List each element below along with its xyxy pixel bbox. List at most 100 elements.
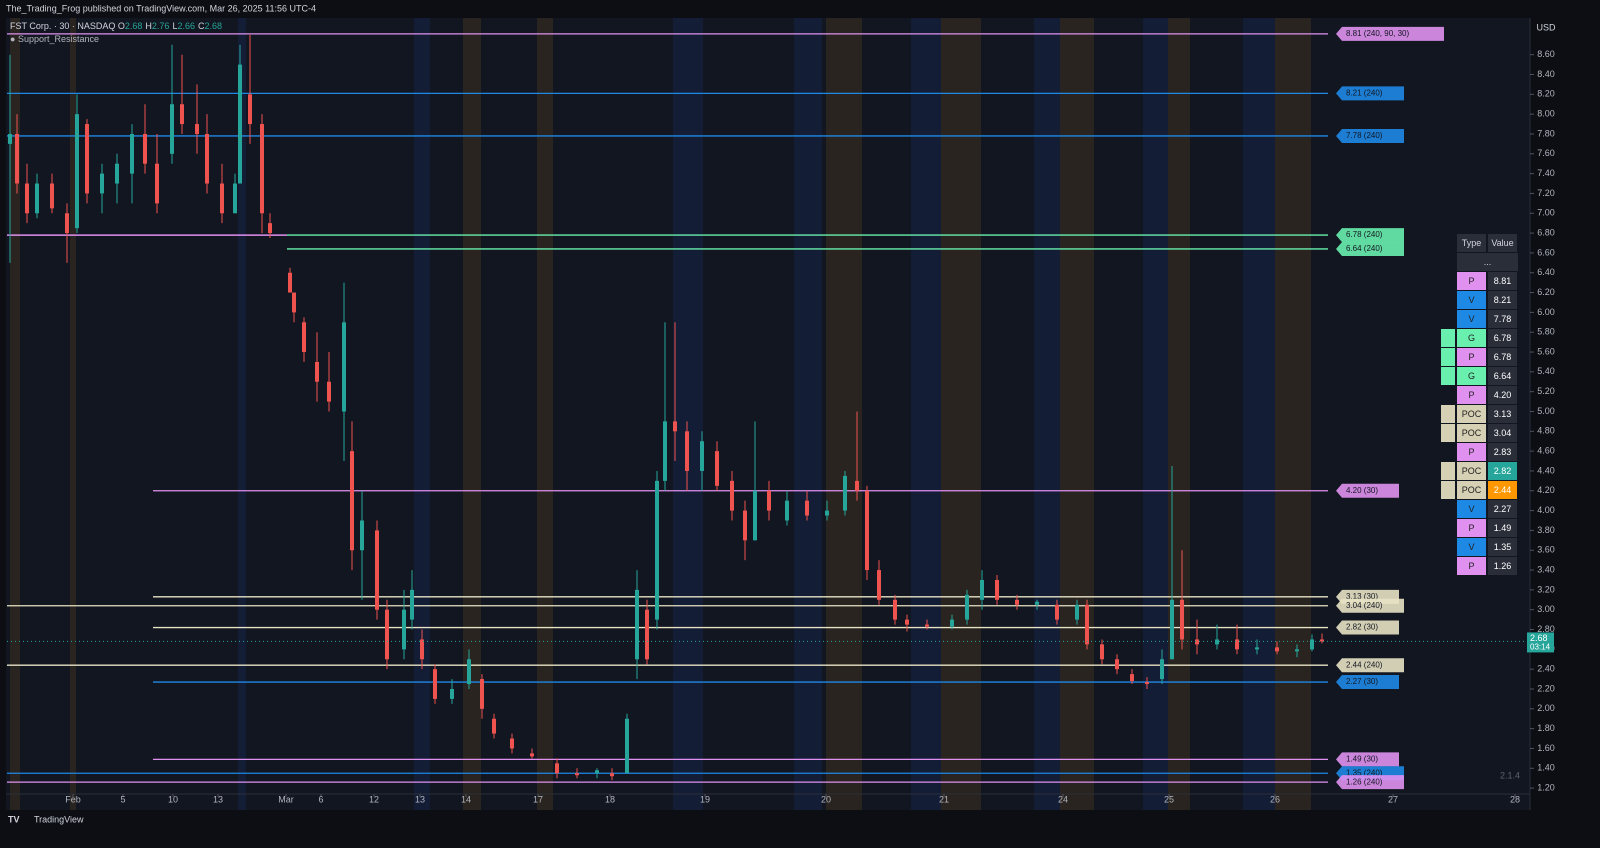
candle-body: [467, 659, 471, 685]
value-cell: 4.20: [1488, 385, 1517, 404]
candle-body: [1015, 599, 1019, 605]
table-row: P 8.81: [1440, 271, 1519, 290]
candle-body: [15, 133, 19, 184]
y-tick-label: 8.00: [1537, 109, 1555, 119]
session-band: [673, 18, 703, 810]
level-label: 4.20 (30): [1346, 486, 1378, 495]
candle-body: [743, 510, 747, 541]
type-cell: V: [1457, 499, 1486, 518]
candle-body: [288, 272, 292, 293]
session-band: [70, 18, 76, 810]
candle-body: [385, 609, 389, 660]
value-cell: 6.78: [1488, 328, 1517, 347]
candle-body: [950, 619, 954, 627]
type-cell: POC: [1457, 404, 1486, 423]
x-tick-label: 19: [700, 794, 710, 804]
header-cell: Value: [1488, 233, 1517, 252]
logo: TV: [8, 814, 20, 824]
candle-body: [635, 589, 639, 660]
x-tick-label: 12: [369, 794, 379, 804]
value-cell: 1.49: [1488, 518, 1517, 537]
candle-body: [877, 570, 881, 600]
candle-body: [410, 589, 414, 620]
candle-body: [155, 163, 159, 204]
level-label: 3.04 (240): [1346, 601, 1383, 610]
last-price: 2.68: [1530, 633, 1548, 643]
y-tick-label: 5.80: [1537, 327, 1555, 337]
table-row: POC 3.04: [1440, 423, 1519, 442]
type-cell: G: [1457, 366, 1486, 385]
published: The_Trading_Frog published on TradingVie…: [6, 3, 316, 13]
marker: [1441, 366, 1455, 385]
y-tick-label: 8.20: [1537, 89, 1555, 99]
type-cell: P: [1457, 271, 1486, 290]
session-band: [10, 18, 20, 810]
y-tick-label: 6.20: [1537, 287, 1555, 297]
y-tick-label: 7.00: [1537, 208, 1555, 218]
y-tick-label: 1.20: [1537, 782, 1555, 792]
x-tick-label: Feb: [65, 794, 81, 804]
x-tick-label: 5: [120, 794, 125, 804]
candle-body: [238, 64, 242, 184]
candle-body: [1085, 604, 1089, 645]
candle-body: [315, 361, 319, 382]
candle-body: [843, 475, 847, 511]
candle-body: [685, 431, 689, 471]
type-cell: P: [1457, 385, 1486, 404]
y-tick-label: 3.60: [1537, 545, 1555, 555]
candle-body: [1255, 647, 1259, 650]
marker: [1441, 443, 1455, 461]
candle-body: [925, 624, 929, 627]
y-tick-label: 1.80: [1537, 723, 1555, 733]
level-label-box: [1336, 675, 1399, 690]
symbol: FST Corp. · 30 · NASDAQ: [10, 21, 116, 31]
session-band: [941, 18, 981, 810]
table-row: G 6.64: [1440, 366, 1519, 385]
candle-body: [625, 718, 629, 774]
candle-body: [785, 500, 789, 521]
candle-body: [8, 133, 12, 144]
candle-body: [1115, 659, 1119, 670]
candle-body: [180, 104, 184, 125]
y-tick-label: 4.00: [1537, 505, 1555, 515]
candle-body: [1195, 639, 1199, 645]
table-row: G 6.78: [1440, 328, 1519, 347]
last-price-box: [1527, 632, 1554, 653]
table-row: P 1.26: [1440, 556, 1519, 575]
session-band: [537, 18, 553, 810]
spacer: [1441, 234, 1455, 252]
candle-body: [1160, 659, 1164, 680]
y-tick-label: 7.20: [1537, 188, 1555, 198]
candle-body: [663, 421, 667, 481]
candle-body: [1035, 601, 1039, 605]
candle-body: [302, 322, 306, 353]
y-tick-label: 2.00: [1537, 703, 1555, 713]
y-tick-label: 6.40: [1537, 267, 1555, 277]
y-tick-label: 5.60: [1537, 346, 1555, 356]
currency[interactable]: USD: [1536, 22, 1556, 32]
candle-body: [402, 609, 406, 650]
session-band: [1060, 18, 1094, 810]
type-cell: G: [1457, 328, 1486, 347]
y-tick-label: 1.60: [1537, 743, 1555, 753]
value-cell: 2.83: [1488, 442, 1517, 461]
symbol-legend: FST Corp. · 30 · NASDAQ O2.68 H2.76 L2.66 C…: [10, 21, 225, 44]
candle-body: [360, 520, 364, 551]
type-cell: POC: [1457, 480, 1486, 499]
y-tick-label: 5.00: [1537, 406, 1555, 416]
candle-body: [220, 183, 224, 214]
candle-body: [980, 579, 984, 600]
table-row: P 1.49: [1440, 518, 1519, 537]
marker: [1441, 480, 1455, 499]
levels-table: Type Value... P 8.81 V 8.21 V 7.78 G 6.78 P 6.78 G 6.…: [1440, 233, 1519, 575]
candle-body: [995, 579, 999, 600]
candle-body: [1170, 599, 1174, 660]
ohlc-value: 2.68: [204, 21, 223, 31]
candle-body: [1215, 639, 1219, 645]
table-row: V 7.78: [1440, 309, 1519, 328]
candle-body: [100, 173, 104, 194]
session-band: [1243, 18, 1275, 810]
level-label-box: [1336, 775, 1404, 790]
